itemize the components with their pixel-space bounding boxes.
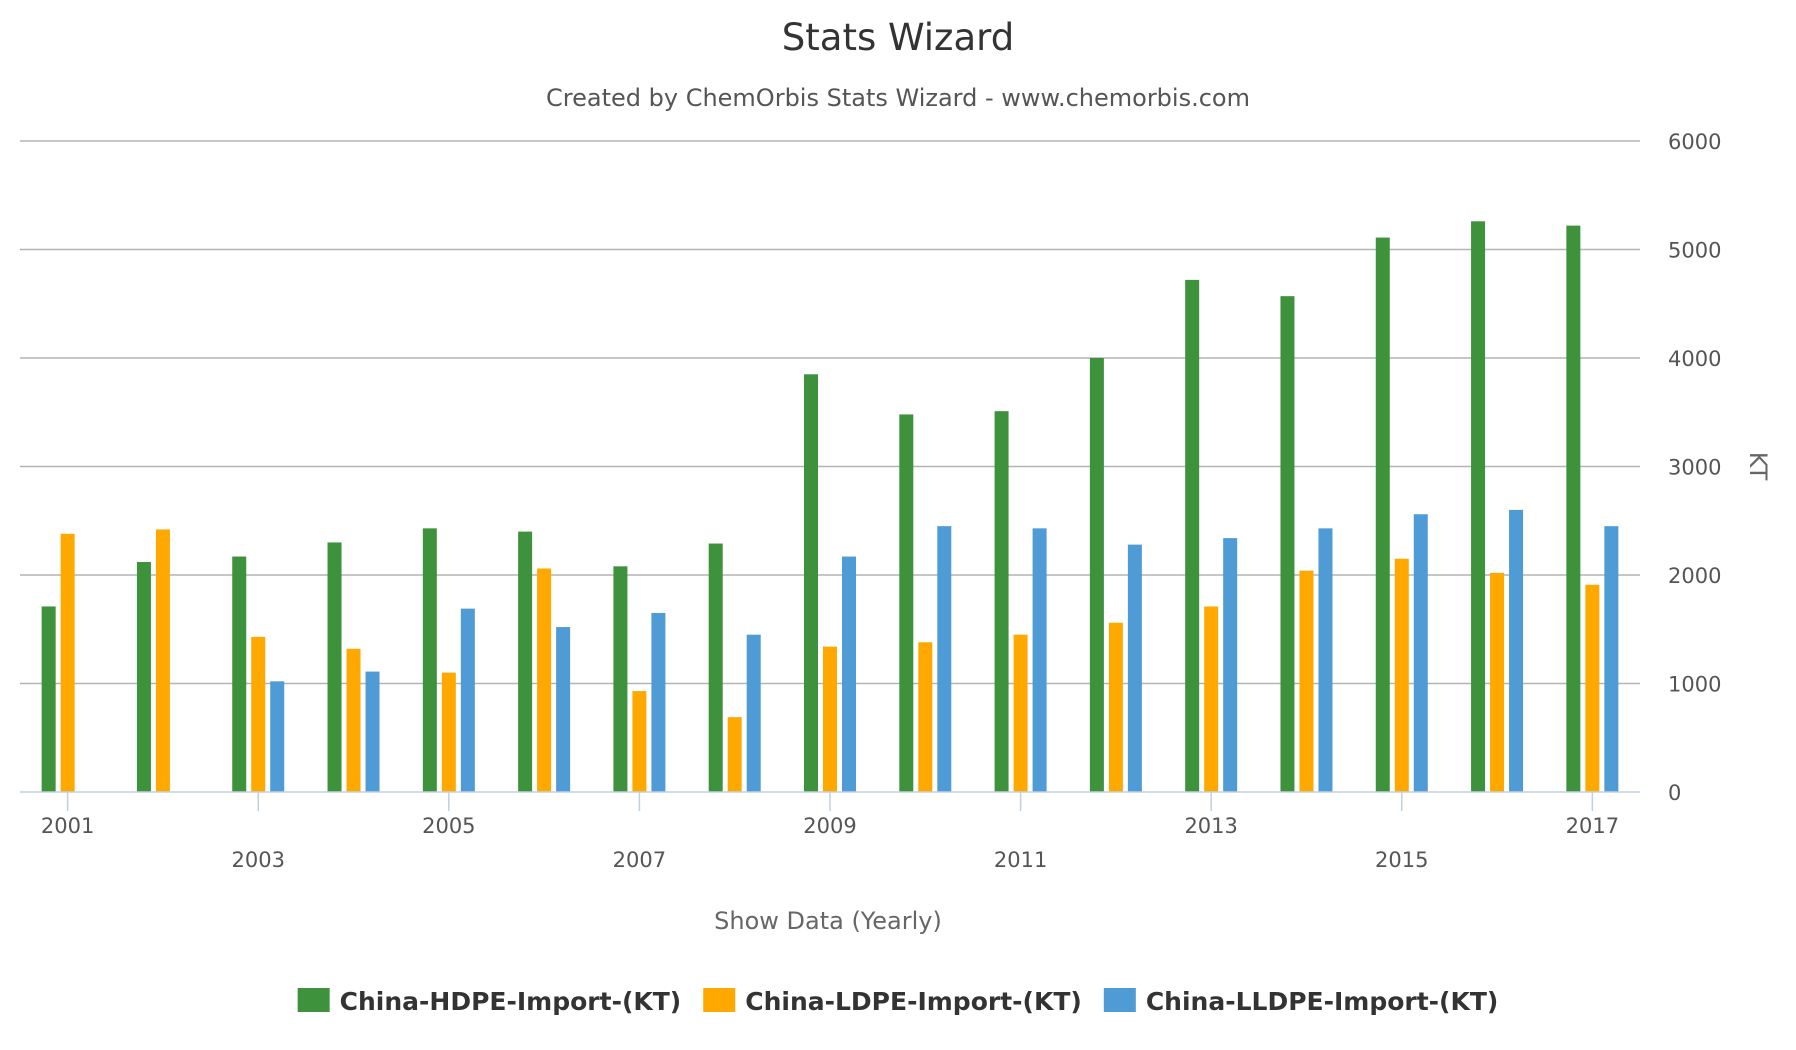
y-tick-label: 2000	[1668, 564, 1721, 588]
bar-China-LDPE-Import-(KT)-2002[interactable]	[155, 529, 170, 792]
y-tick-label: 1000	[1668, 673, 1721, 697]
bar-China-LDPE-Import-(KT)-2013[interactable]	[1204, 606, 1219, 792]
legend-item[interactable]: China-LDPE-Import-(KT)	[703, 987, 1082, 1016]
bar-China-HDPE-Import-(KT)-2006[interactable]	[518, 531, 533, 792]
bar-China-LLDPE-Import-(KT)-2013[interactable]	[1223, 538, 1238, 792]
bar-China-LLDPE-Import-(KT)-2008[interactable]	[746, 634, 761, 792]
bar-China-HDPE-Import-(KT)-2009[interactable]	[804, 374, 818, 792]
bar-China-HDPE-Import-(KT)-2016[interactable]	[1471, 221, 1486, 793]
bar-China-LDPE-Import-(KT)-2016[interactable]	[1490, 572, 1505, 792]
bar-China-HDPE-Import-(KT)-2014[interactable]	[1280, 296, 1295, 792]
bar-China-HDPE-Import-(KT)-2004[interactable]	[327, 542, 342, 792]
bar-China-LLDPE-Import-(KT)-2016[interactable]	[1509, 509, 1524, 792]
bar-China-LDPE-Import-(KT)-2011[interactable]	[1013, 634, 1028, 792]
grid-lines	[20, 140, 1640, 685]
x-tick-label: 2005	[422, 814, 475, 838]
x-axis-ticks: 2001 2003 2005 2007 2009 2011 2013 2015 2017	[41, 792, 1619, 872]
legend-item[interactable]: China-HDPE-Import-(KT)	[297, 987, 682, 1016]
bar-China-LLDPE-Import-(KT)-2014[interactable]	[1318, 528, 1333, 792]
bar-China-HDPE-Import-(KT)-2002[interactable]	[136, 561, 151, 792]
bar-China-LDPE-Import-(KT)-2004[interactable]	[346, 648, 361, 792]
chart-subtitle: Created by ChemOrbis Stats Wizard - www.…	[546, 84, 1250, 112]
bar-China-LDPE-Import-(KT)-2008[interactable]	[727, 717, 742, 792]
bar-China-LLDPE-Import-(KT)-2003[interactable]	[270, 681, 285, 792]
legend-swatch	[1103, 988, 1136, 1012]
y-tick-label: 0	[1668, 781, 1681, 805]
y-tick-label: 6000	[1668, 130, 1721, 154]
bar-China-LDPE-Import-(KT)-2014[interactable]	[1299, 570, 1314, 792]
bar-China-LDPE-Import-(KT)-2001[interactable]	[60, 533, 75, 792]
y-axis-title: KT	[1744, 452, 1772, 481]
bar-China-HDPE-Import-(KT)-2001[interactable]	[41, 606, 56, 792]
bar-China-LDPE-Import-(KT)-2012[interactable]	[1108, 622, 1123, 792]
legend-swatch	[297, 988, 330, 1012]
x-tick-label: 2009	[803, 814, 856, 838]
bar-China-LLDPE-Import-(KT)-2012[interactable]	[1127, 544, 1142, 792]
bar-China-LDPE-Import-(KT)-2007[interactable]	[632, 691, 647, 792]
bar-China-LLDPE-Import-(KT)-2011[interactable]	[1032, 528, 1047, 792]
bar-China-HDPE-Import-(KT)-2017[interactable]	[1566, 225, 1581, 792]
x-tick-label: 2011	[994, 848, 1047, 872]
bar-China-LDPE-Import-(KT)-2010[interactable]	[918, 642, 933, 792]
y-tick-label: 3000	[1668, 456, 1721, 480]
bar-China-HDPE-Import-(KT)-2015[interactable]	[1375, 237, 1390, 792]
bar-China-LLDPE-Import-(KT)-2004[interactable]	[365, 671, 380, 792]
bar-China-HDPE-Import-(KT)-2013[interactable]	[1185, 279, 1200, 792]
bar-China-HDPE-Import-(KT)-2007[interactable]	[613, 566, 628, 792]
chart-title: Stats Wizard	[782, 16, 1014, 59]
bar-China-HDPE-Import-(KT)-2008[interactable]	[708, 543, 723, 792]
x-axis-title: Show Data (Yearly)	[714, 907, 942, 935]
bar-China-HDPE-Import-(KT)-2011[interactable]	[994, 411, 1009, 792]
bar-China-LDPE-Import-(KT)-2009[interactable]	[823, 646, 837, 792]
bar-China-LLDPE-Import-(KT)-2006[interactable]	[556, 627, 571, 792]
bar-China-HDPE-Import-(KT)-2003[interactable]	[232, 556, 247, 792]
legend-item[interactable]: China-LLDPE-Import-(KT)	[1103, 987, 1499, 1016]
legend[interactable]: China-HDPE-Import-(KT) China-LDPE-Import-…	[297, 987, 1499, 1016]
legend-label: China-HDPE-Import-(KT)	[340, 987, 682, 1016]
x-tick-label: 2013	[1184, 814, 1237, 838]
x-tick-label: 2001	[41, 814, 94, 838]
x-tick-label: 2003	[232, 848, 285, 872]
bar-China-LDPE-Import-(KT)-2006[interactable]	[537, 568, 552, 792]
legend-swatch	[703, 988, 736, 1012]
bar-China-LDPE-Import-(KT)-2015[interactable]	[1394, 558, 1409, 792]
bar-China-LLDPE-Import-(KT)-2007[interactable]	[651, 612, 666, 792]
legend-label: China-LDPE-Import-(KT)	[745, 987, 1082, 1016]
bar-China-LLDPE-Import-(KT)-2005[interactable]	[460, 608, 475, 792]
bar-China-LDPE-Import-(KT)-2005[interactable]	[441, 672, 456, 792]
y-tick-label: 4000	[1668, 347, 1721, 371]
x-tick-label: 2017	[1566, 814, 1619, 838]
y-axis-ticks: 0 1000 2000 3000 4000 5000 6000	[1668, 130, 1721, 805]
bar-China-HDPE-Import-(KT)-2012[interactable]	[1089, 358, 1104, 792]
bar-China-HDPE-Import-(KT)-2010[interactable]	[899, 414, 914, 792]
bar-China-LLDPE-Import-(KT)-2010[interactable]	[937, 526, 952, 792]
bar-China-LLDPE-Import-(KT)-2009[interactable]	[842, 556, 856, 792]
bar-China-HDPE-Import-(KT)-2005[interactable]	[422, 528, 437, 792]
bar-China-LDPE-Import-(KT)-2003[interactable]	[251, 636, 266, 792]
bar-China-LLDPE-Import-(KT)-2017[interactable]	[1604, 526, 1619, 792]
legend-label: China-LLDPE-Import-(KT)	[1146, 987, 1499, 1016]
bar-China-LLDPE-Import-(KT)-2015[interactable]	[1413, 514, 1428, 792]
x-tick-label: 2007	[613, 848, 666, 872]
bar-China-LDPE-Import-(KT)-2017[interactable]	[1585, 584, 1600, 792]
x-tick-label: 2015	[1375, 848, 1428, 872]
bars[interactable]	[41, 221, 1619, 793]
y-tick-label: 5000	[1668, 239, 1721, 263]
